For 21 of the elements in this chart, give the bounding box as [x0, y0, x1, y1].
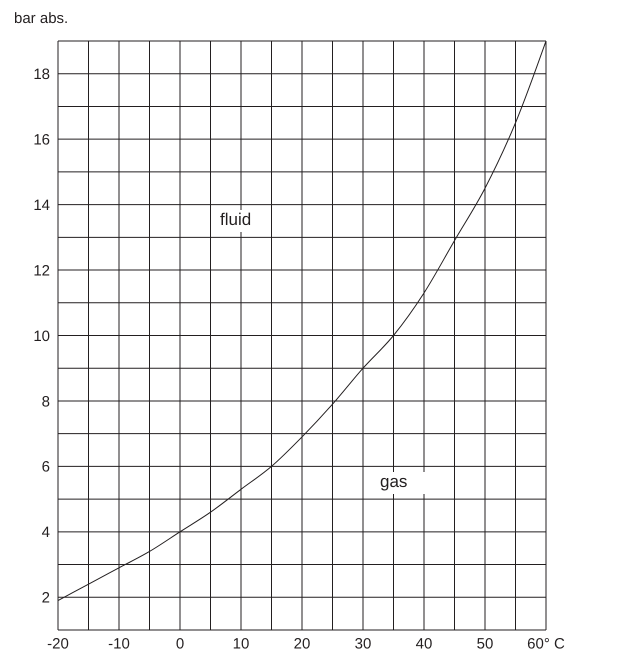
x-tick-label: 30 — [354, 636, 372, 653]
x-tick-label: 10 — [232, 636, 250, 653]
x-tick-label: 60° C — [527, 636, 566, 653]
x-tick-label: -20 — [47, 636, 69, 653]
y-tick-label: 14 — [33, 196, 50, 214]
x-tick-label: 0 — [176, 636, 184, 653]
y-tick-label: 4 — [42, 524, 50, 542]
y-tick-label: 10 — [33, 328, 50, 345]
y-tick-label: 2 — [42, 590, 50, 607]
x-tick-label: -10 — [108, 636, 130, 653]
y-tick-label: 18 — [33, 66, 50, 84]
y-tick-label: 8 — [42, 393, 50, 410]
x-tick-label: 20 — [294, 636, 310, 653]
annotation: fluid — [220, 210, 252, 230]
x-tick-label: 40 — [416, 636, 432, 653]
x-tick-label: 50 — [476, 636, 494, 653]
y-tick-label: 16 — [33, 131, 50, 148]
y-tick-label: 6 — [42, 458, 50, 476]
y-tick-label: 12 — [33, 262, 50, 280]
y-axis-title: bar abs. — [14, 10, 68, 27]
annotation: gas — [380, 472, 408, 492]
